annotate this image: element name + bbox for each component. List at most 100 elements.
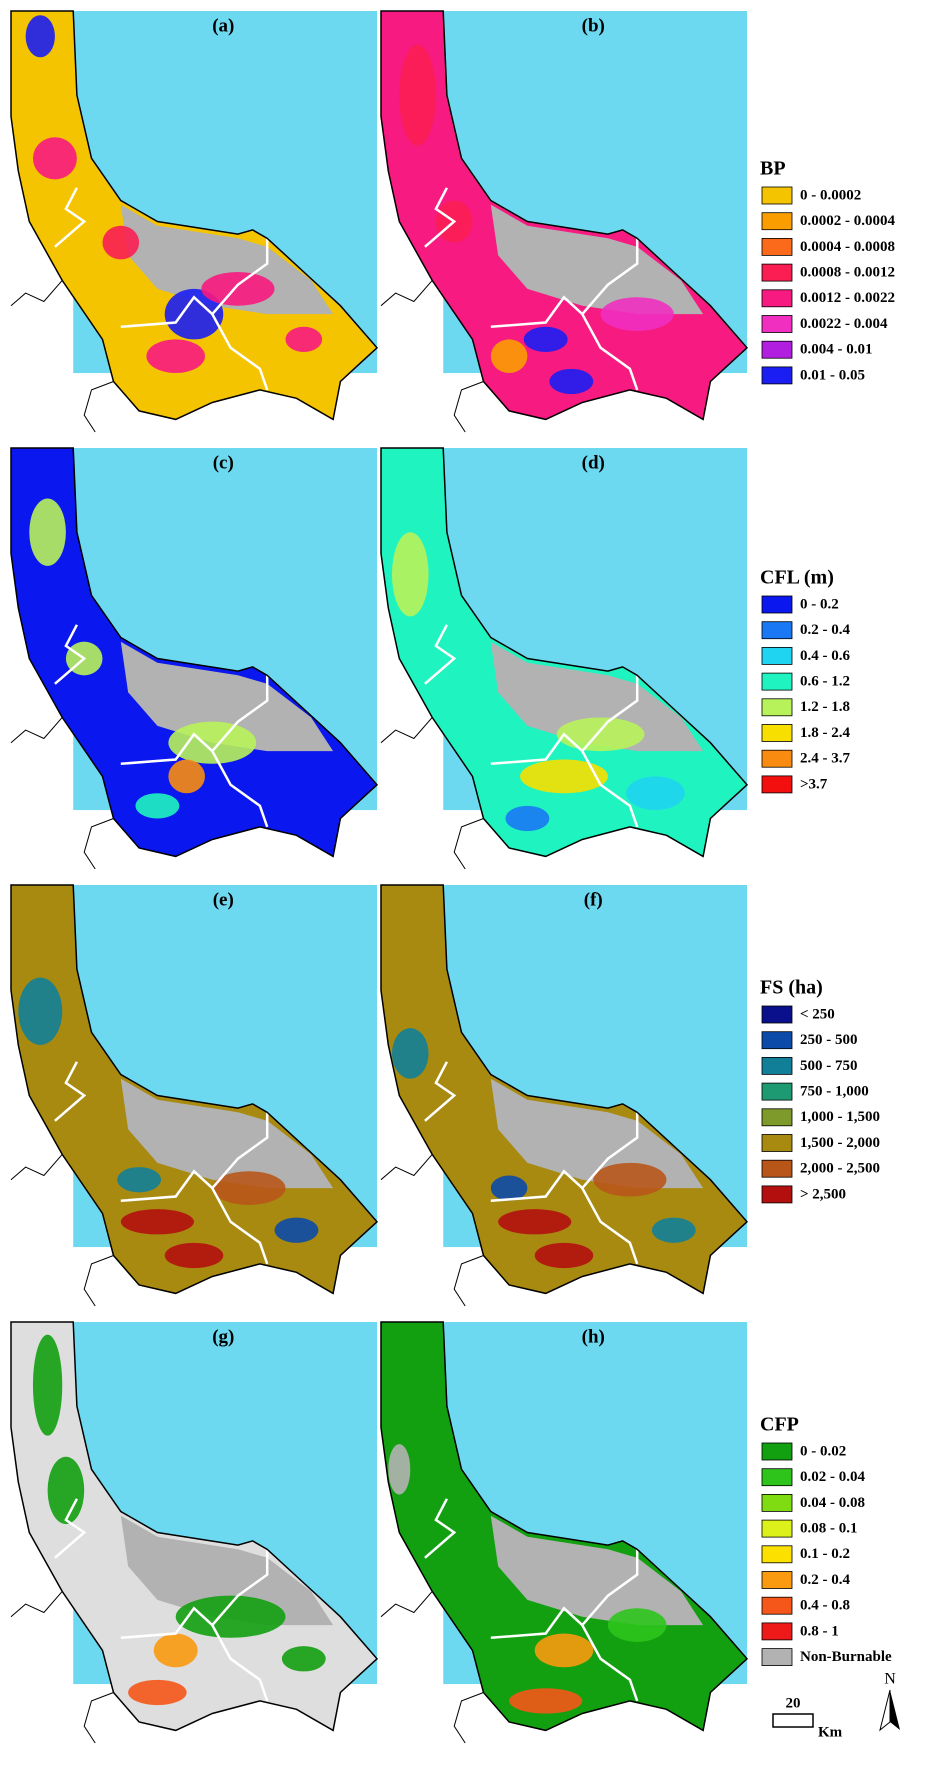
province-boundary (211, 313, 269, 391)
legend-label: 0.0002 - 0.0004 (800, 213, 895, 229)
cover-patch (29, 498, 66, 566)
legend-swatch (761, 724, 793, 742)
cover-patch (523, 326, 568, 353)
legend-swatch (761, 340, 793, 359)
cover-patch (201, 272, 275, 306)
north-arrow: N (879, 1671, 900, 1732)
cover-patch (102, 225, 140, 260)
cover-patch (285, 326, 323, 353)
land-cover (399, 44, 704, 395)
non-burnable-area (490, 641, 704, 752)
legend-label: 0.4 - 0.8 (800, 1598, 850, 1614)
province-boundary (211, 1624, 269, 1702)
non-burnable-area (120, 1515, 334, 1626)
legend-swatch (761, 1108, 793, 1127)
cover-patch (509, 1688, 583, 1714)
cover-patch (520, 759, 608, 794)
legend-swatch (761, 698, 793, 717)
non-burnable-area (490, 1515, 704, 1626)
legend-label: 0 - 0.2 (800, 596, 839, 612)
legend-label: 0 - 0.0002 (800, 187, 861, 203)
cover-patch (32, 137, 77, 180)
cover-patch (168, 721, 257, 764)
panel-label: (g) (212, 1326, 234, 1347)
legend-swatch (761, 775, 793, 794)
legend-swatch (761, 1082, 793, 1101)
map-panel: (a) (10, 10, 379, 433)
map-panel: (f) (380, 884, 749, 1307)
land-cover (388, 1444, 704, 1714)
legend-swatch (761, 186, 793, 205)
land-cover (391, 532, 704, 832)
cover-patch (399, 44, 436, 146)
panel-label: (f) (584, 889, 603, 910)
cover-patch (32, 1334, 63, 1436)
scale-distance: 20 (786, 1695, 801, 1711)
cover-patch (47, 1456, 85, 1525)
legend-label: 0.04 - 0.08 (800, 1495, 865, 1511)
outer-border (83, 1692, 114, 1744)
legend-title: FS (ha) (760, 977, 823, 999)
land-outline (10, 884, 379, 1295)
land-outline (380, 884, 749, 1295)
panel-label: (e) (213, 889, 234, 910)
legend-swatch (761, 263, 793, 282)
land (11, 1322, 377, 1731)
legend-label: 1.8 - 2.4 (800, 725, 850, 741)
province-boundary (211, 1187, 269, 1265)
legend-swatch (761, 1596, 793, 1615)
non-burnable-area (120, 1078, 334, 1189)
cover-patch (175, 1595, 286, 1638)
outer-border (10, 280, 63, 307)
legend-label: 1,000 - 1,500 (800, 1109, 880, 1125)
legend-swatch (761, 212, 793, 231)
legend-swatch (761, 1134, 793, 1152)
legend-swatch (761, 672, 793, 691)
cover-patch (18, 977, 63, 1045)
legend-swatch (761, 1519, 793, 1538)
land-outline (380, 447, 749, 858)
province-boundary (211, 750, 269, 828)
outer-border (83, 818, 114, 870)
cover-patch (388, 1444, 411, 1495)
legend-label: 0.2 - 0.4 (800, 622, 850, 638)
province-boundary (581, 1187, 639, 1265)
land-cover (391, 1028, 704, 1269)
cover-patch (556, 717, 645, 752)
map-panel: (d) (380, 447, 749, 870)
cover-patch (281, 1646, 326, 1672)
outer-border (453, 818, 484, 870)
land-outline (10, 1321, 379, 1732)
legend-swatch (761, 1648, 793, 1666)
cover-patch (490, 1175, 528, 1201)
map-panel: (c) (10, 447, 379, 870)
legend-swatch (761, 289, 793, 308)
legend-swatch (761, 1185, 793, 1204)
cover-patch (593, 1162, 667, 1197)
legend-label: 0.02 - 0.04 (800, 1469, 865, 1485)
outer-border (83, 381, 114, 433)
legend-label: 500 - 750 (800, 1058, 858, 1074)
panel-label: (a) (212, 15, 234, 36)
outer-border (380, 1591, 433, 1618)
legend-swatch (761, 1545, 793, 1564)
map-panel: (e) (10, 884, 379, 1307)
province-boundary (581, 750, 639, 828)
outer-border (10, 1591, 63, 1618)
cover-patch (600, 297, 674, 331)
province-boundary (424, 1061, 457, 1122)
north-arrow-light (879, 1689, 891, 1732)
cover-patch (498, 1209, 572, 1235)
legend-title: BP (760, 158, 786, 180)
legend-label: 250 - 500 (800, 1032, 858, 1048)
outer-border (453, 381, 484, 433)
legend-label: 0.6 - 1.2 (800, 674, 850, 690)
cover-patch (651, 1217, 696, 1243)
province-boundary (581, 313, 639, 391)
non-burnable-area (120, 641, 334, 752)
outer-border (380, 280, 433, 307)
cover-patch (391, 532, 429, 617)
cover-patch (212, 1171, 286, 1205)
outer-border (380, 717, 433, 744)
